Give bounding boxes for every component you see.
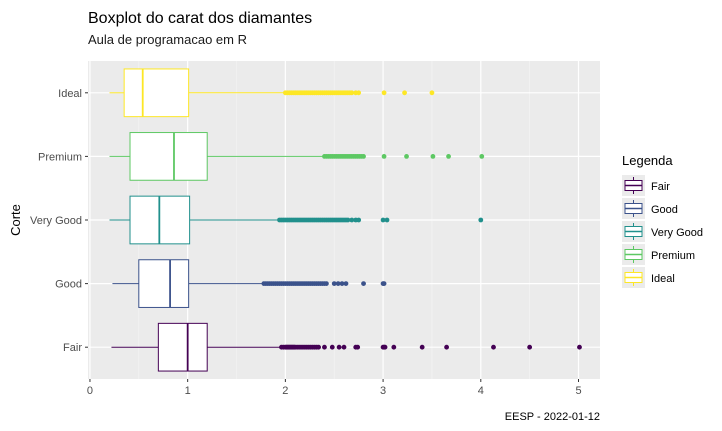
box-premium	[109, 132, 485, 181]
box-good	[112, 259, 387, 308]
outlier-point	[479, 154, 485, 159]
y-tick-label: Premium	[38, 151, 82, 163]
outlier-point	[381, 90, 387, 96]
outlier-point	[316, 344, 321, 350]
outlier-point	[335, 281, 341, 286]
outlier-point	[384, 217, 390, 223]
outlier-point	[404, 154, 409, 159]
y-tick-label: Fair	[63, 342, 82, 354]
outlier-point	[527, 344, 533, 350]
y-tick-label: Ideal	[58, 88, 82, 100]
outlier-point	[381, 154, 387, 159]
y-tick-label: Good	[55, 279, 82, 291]
outlier-point	[324, 281, 329, 286]
outlier-point	[361, 154, 366, 159]
outlier-point	[419, 344, 425, 350]
y-axis: Fair Good Very Good Premium Ideal	[30, 88, 88, 354]
outlier-point	[430, 154, 436, 159]
outlier-point	[349, 90, 355, 96]
outlier-point	[355, 344, 361, 350]
outlier-point	[322, 344, 327, 350]
outlier-point	[444, 344, 449, 350]
box-iqr	[123, 68, 190, 118]
boxes-layer	[109, 68, 582, 372]
outlier-point	[329, 344, 335, 350]
legend-label: Fair	[651, 181, 670, 193]
outlier-point	[341, 344, 347, 350]
outlier-point	[577, 344, 582, 350]
box-fair	[111, 322, 582, 372]
y-tick-label: Very Good	[30, 215, 82, 227]
legend-title: Legenda	[622, 153, 673, 168]
y-axis-title: Corte	[8, 204, 23, 236]
outlier-point	[478, 217, 484, 223]
legend-item-ideal: Ideal	[622, 267, 675, 288]
outlier-point	[429, 90, 435, 96]
outlier-point	[382, 344, 388, 350]
box-iqr	[157, 322, 208, 372]
legend-label: Premium	[651, 250, 695, 262]
outlier-point	[361, 281, 366, 286]
outlier-point	[339, 281, 345, 286]
outlier-point	[349, 217, 355, 223]
box-iqr	[138, 259, 190, 308]
legend-item-fair: Fair	[622, 175, 670, 196]
x-tick-label: 1	[185, 385, 191, 397]
legend-label: Ideal	[651, 273, 675, 285]
box-iqr	[129, 132, 208, 181]
legend-item-premium: Premium	[622, 244, 695, 265]
box-very-good	[109, 195, 484, 245]
outlier-point	[391, 344, 397, 350]
outlier-point	[331, 281, 337, 286]
legend: Fair Good Very Good Premium Ideal	[622, 175, 703, 288]
outlier-point	[336, 344, 342, 350]
chart-subtitle: Aula de programacao em R	[88, 32, 247, 47]
x-tick-label: 3	[380, 385, 386, 397]
outlier-point	[402, 90, 407, 96]
outlier-point	[446, 154, 451, 159]
outlier-point	[356, 90, 362, 96]
x-tick-label: 0	[87, 385, 93, 397]
legend-label: Very Good	[651, 227, 703, 239]
chart-title: Boxplot do carat dos diamantes	[88, 10, 312, 27]
x-axis: 0 1 2 3 4 5	[87, 379, 582, 397]
box-ideal	[109, 68, 435, 118]
legend-item-very-good: Very Good	[622, 221, 703, 242]
outlier-point	[381, 281, 387, 286]
legend-label: Good	[651, 204, 678, 216]
x-tick-label: 4	[478, 385, 484, 397]
outlier-point	[356, 217, 362, 223]
chart-caption: EESP - 2022-01-12	[505, 411, 600, 423]
outlier-point	[491, 344, 496, 350]
x-tick-label: 5	[575, 385, 581, 397]
legend-item-good: Good	[622, 198, 678, 219]
x-tick-label: 2	[282, 385, 288, 397]
outlier-point	[380, 217, 386, 223]
outlier-point	[345, 217, 351, 223]
outlier-point	[343, 281, 349, 286]
